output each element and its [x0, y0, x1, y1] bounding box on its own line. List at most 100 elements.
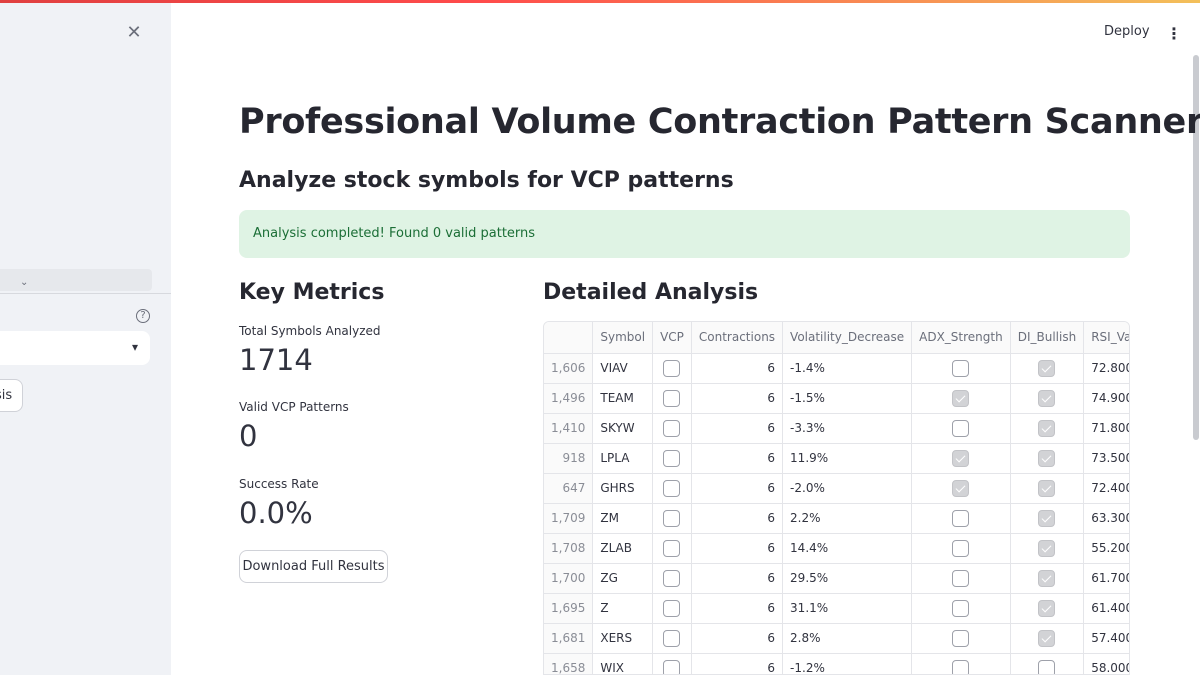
vcp-checkbox[interactable] — [663, 569, 681, 587]
close-icon[interactable]: ✕ — [126, 22, 142, 43]
volatility-decrease-cell: -1.4% — [782, 353, 913, 384]
vcp-cell — [652, 413, 692, 444]
symbol-cell: XERS — [592, 623, 654, 654]
adx-strength-cell — [911, 383, 1011, 414]
vcp-checkbox[interactable] — [663, 629, 681, 647]
di-bullish-cell — [1010, 353, 1085, 384]
vcp-checkbox[interactable] — [663, 419, 681, 437]
vcp-checkbox[interactable] — [663, 539, 681, 557]
chevron-down-icon: ⌄ — [20, 277, 29, 288]
symbol-cell: Z — [592, 593, 654, 624]
di-bullish-checkbox[interactable] — [1038, 539, 1056, 557]
row-index: 1,681 — [544, 623, 594, 654]
more-menu-icon[interactable]: ⋮ — [1166, 24, 1182, 43]
di-bullish-checkbox[interactable] — [1038, 629, 1056, 647]
vcp-checkbox[interactable] — [663, 479, 681, 497]
vcp-checkbox[interactable] — [663, 359, 681, 377]
adx-strength-cell — [911, 653, 1011, 674]
volatility-decrease-cell: -2.0% — [782, 473, 913, 504]
vcp-checkbox[interactable] — [663, 449, 681, 467]
contractions-cell: 6 — [691, 563, 784, 594]
sidebar-analysis-button[interactable]: sis — [0, 379, 23, 412]
symbol-cell: GHRS — [592, 473, 654, 504]
deploy-button[interactable]: Deploy — [1104, 24, 1150, 39]
adx-strength-checkbox[interactable] — [952, 389, 970, 407]
volatility-decrease-cell: 14.4% — [782, 533, 913, 564]
volatility-decrease-cell: -1.2% — [782, 653, 913, 674]
symbol-cell: VIAV — [592, 353, 654, 384]
vcp-checkbox[interactable] — [663, 659, 681, 674]
help-icon[interactable]: ? — [136, 309, 150, 323]
row-index: 918 — [544, 443, 594, 474]
symbol-cell: TEAM — [592, 383, 654, 414]
di-bullish-checkbox[interactable] — [1038, 419, 1056, 437]
sidebar-button-label: sis — [0, 388, 13, 403]
volatility-decrease-cell: 2.8% — [782, 623, 913, 654]
column-header[interactable]: Contractions — [691, 322, 784, 354]
adx-strength-cell — [911, 563, 1011, 594]
rsi-value-cell: 72.800000 — [1083, 353, 1129, 384]
adx-strength-checkbox[interactable] — [952, 479, 970, 497]
volatility-decrease-cell: 2.2% — [782, 503, 913, 534]
vcp-cell — [652, 653, 692, 674]
di-bullish-cell — [1010, 563, 1085, 594]
adx-strength-cell — [911, 503, 1011, 534]
di-bullish-cell — [1010, 623, 1085, 654]
di-bullish-checkbox[interactable] — [1038, 359, 1056, 377]
sidebar-select[interactable]: ▾ — [0, 331, 150, 365]
vcp-checkbox[interactable] — [663, 509, 681, 527]
adx-strength-checkbox[interactable] — [952, 509, 970, 527]
column-header[interactable]: VCP — [652, 322, 692, 354]
di-bullish-checkbox[interactable] — [1038, 449, 1056, 467]
chevron-down-icon: ▾ — [131, 340, 138, 354]
rsi-value-cell: 74.900000 — [1083, 383, 1129, 414]
adx-strength-checkbox[interactable] — [952, 569, 970, 587]
sidebar-collapsed-select[interactable] — [0, 269, 152, 291]
column-header[interactable]: DI_Bullish — [1010, 322, 1085, 354]
adx-strength-checkbox[interactable] — [952, 659, 970, 674]
download-results-button[interactable]: Download Full Results — [239, 550, 388, 583]
row-index: 1,658 — [544, 653, 594, 674]
success-message: Analysis completed! Found 0 valid patter… — [253, 226, 536, 241]
di-bullish-checkbox[interactable] — [1038, 509, 1056, 527]
di-bullish-checkbox[interactable] — [1038, 599, 1056, 617]
adx-strength-cell — [911, 533, 1011, 564]
adx-strength-checkbox[interactable] — [952, 629, 970, 647]
vcp-cell — [652, 503, 692, 534]
symbol-cell: ZM — [592, 503, 654, 534]
row-index: 1,700 — [544, 563, 594, 594]
vcp-checkbox[interactable] — [663, 389, 681, 407]
analysis-table[interactable]: Symbol VCP Contractions Volatility_Decrease… — [543, 321, 1130, 675]
vcp-cell — [652, 353, 692, 384]
adx-strength-checkbox[interactable] — [952, 359, 970, 377]
vcp-checkbox[interactable] — [663, 599, 681, 617]
column-header[interactable]: RSI_Value — [1083, 322, 1129, 354]
adx-strength-checkbox[interactable] — [952, 449, 970, 467]
column-header[interactable]: Symbol — [592, 322, 654, 354]
di-bullish-checkbox[interactable] — [1038, 659, 1056, 674]
di-bullish-checkbox[interactable] — [1038, 569, 1056, 587]
contractions-cell: 6 — [691, 383, 784, 414]
di-bullish-cell — [1010, 473, 1085, 504]
adx-strength-checkbox[interactable] — [952, 599, 970, 617]
adx-strength-checkbox[interactable] — [952, 539, 970, 557]
di-bullish-checkbox[interactable] — [1038, 479, 1056, 497]
column-header[interactable] — [544, 322, 594, 354]
column-header[interactable]: Volatility_Decrease — [782, 322, 913, 354]
page-scrollbar[interactable] — [1193, 55, 1199, 440]
column-header[interactable]: ADX_Strength — [911, 322, 1011, 354]
rsi-value-cell: 72.400000 — [1083, 473, 1129, 504]
adx-strength-checkbox[interactable] — [952, 419, 970, 437]
di-bullish-checkbox[interactable] — [1038, 389, 1056, 407]
